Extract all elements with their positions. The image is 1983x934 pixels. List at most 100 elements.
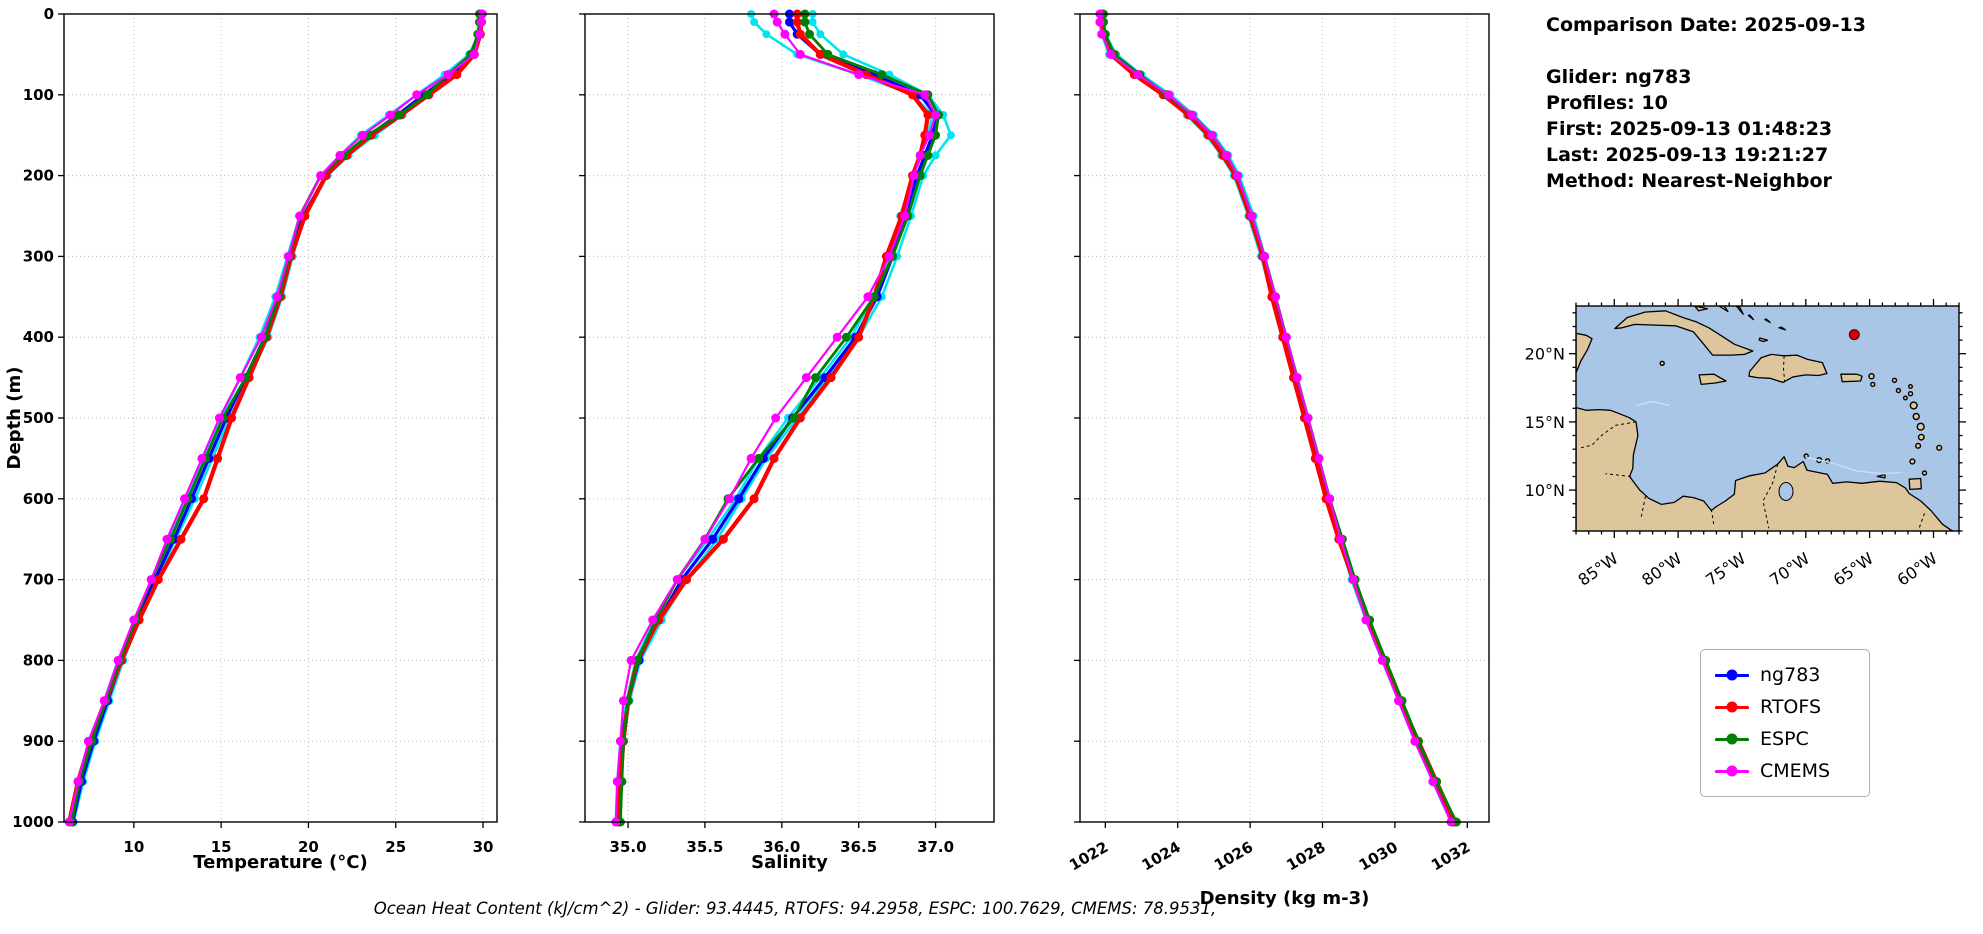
glider-location-marker [1848,329,1860,341]
map-landmass [1764,318,1771,324]
depth-tick-label: 900 [23,732,54,750]
map-country-border [1580,421,1637,449]
temperature-axis-title: Temperature (°C) [193,852,367,873]
map-country-border [1782,355,1786,383]
map-landmass [1876,473,1886,479]
legend-line-marker-icon [1715,669,1749,681]
map-frame [1575,305,1960,532]
map-island [1921,470,1928,476]
density-axis-title: Density (kg m-3) [1200,888,1370,909]
map-island [1916,422,1925,431]
density-xtick-label: 1026 [1211,838,1256,874]
map-island [1912,412,1920,421]
legend-label: ESPC [1760,728,1809,750]
map-landmass [1694,306,1709,312]
map-lon-label: 65°W [1830,549,1877,590]
ocean-heat-content-text: Ocean Heat Content (kJ/cm^2) - Glider: 9… [373,899,1217,918]
density-x-axis: 1022 1024 1026 1028 1030 1032 [1066,822,1473,874]
salinity-plot-frame [584,13,995,823]
info-spacer [1546,38,1866,64]
series-CMEMS-temperature [64,9,487,827]
location-map: 20°N 15°N 10°N 85°W 80°W 75°W 70°W 65°W 60°W [1525,299,1966,590]
map-shallow-contour [1805,456,1902,475]
legend-label: ng783 [1760,664,1821,686]
salinity-xtick-label: 37.0 [917,838,954,856]
map-lon-label: 85°W [1575,549,1622,590]
legend-item-ng783[interactable]: ng783 [1715,659,1855,691]
salinity-x-axis: 35.0 35.5 36.0 36.5 37.0 [610,822,954,856]
method-text: Method: Nearest-Neighbor [1546,170,1832,192]
temperature-xtick-label: 30 [473,838,494,856]
density-xtick-label: 1028 [1283,838,1328,874]
legend-item-ESPC[interactable]: ESPC [1715,723,1855,755]
map-landmass [1576,332,1593,374]
depth-tick-label: 500 [23,409,54,427]
map-lon-label: 70°W [1766,549,1813,590]
legend-item-RTOFS[interactable]: RTOFS [1715,691,1855,723]
density-xtick-label: 1032 [1428,838,1473,874]
map-island [1917,433,1925,441]
density-y-axis [1074,13,1080,823]
map-lon-label: 80°W [1638,549,1685,590]
depth-tick-label: 700 [23,571,54,589]
map-island [1902,395,1908,401]
profile-charts: 10 15 20 25 30010020030040050060070080090010… [4,5,1490,909]
info-block: Comparison Date: 2025-09-13 Glider: ng78… [1546,12,1866,194]
map-landmass [1736,306,1744,315]
density-xtick-label: 1022 [1066,838,1111,874]
panel-temperature: 10 15 20 25 30010020030040050060070080090010… [12,5,498,873]
map-shallow-contour [1635,400,1670,407]
profiles-count-text: Profiles: 10 [1546,92,1668,114]
map-island [1895,387,1902,394]
density-plot-frame [1079,13,1490,823]
map-landmass [1576,406,1955,531]
series-ESPC-density [1099,9,1461,827]
depth-tick-label: 1000 [12,813,54,831]
map-lat-label: 10°N [1525,481,1565,500]
map-landmass [1758,337,1769,343]
map-island [1908,383,1914,389]
map-landmass [1614,310,1754,356]
map-island [1907,390,1914,397]
map-lat-label: 20°N [1525,345,1565,364]
map-country-border [1640,496,1646,518]
map-landmass [1748,353,1828,384]
map-island [1659,360,1665,367]
temperature-x-axis: 10 15 20 25 30 [123,822,493,856]
temperature-xtick-label: 15 [211,838,232,856]
last-profile-time-text: Last: 2025-09-13 19:21:27 [1546,144,1829,166]
map-lat-label: 15°N [1525,413,1565,432]
salinity-xtick-label: 36.0 [763,838,800,856]
first-profile-time-text: First: 2025-09-13 01:48:23 [1546,118,1833,140]
map-lon-label: 75°W [1702,549,1749,590]
map-lon-label: 60°W [1894,549,1941,590]
map-country-border [1605,473,1631,477]
depth-tick-label: 100 [23,86,54,104]
salinity-xtick-label: 36.5 [840,838,877,856]
map-landmass [1840,373,1863,383]
salinity-xtick-label: 35.5 [686,838,723,856]
glider-name-text: Glider: ng783 [1546,66,1692,88]
depth-tick-label: 800 [23,651,54,669]
series-CMEMS-salinity [611,9,941,827]
comparison-date-text: Comparison Date: 2025-09-13 [1546,14,1866,36]
map-lake [1778,482,1794,501]
density-xtick-label: 1024 [1139,838,1184,874]
temperature-y-axis: 0 100 200 300 400 500 600 700 800 900 1000 [12,5,64,831]
map-island [1870,381,1876,388]
depth-tick-label: 200 [23,167,54,185]
panel-salinity: 35.0 35.5 36.0 36.5 37.0 Salinity [579,9,995,873]
map-geography [1576,306,1955,531]
salinity-y-axis [579,13,585,823]
legend-label: RTOFS [1760,696,1822,718]
map-landmass [1718,306,1729,313]
depth-tick-label: 400 [23,328,54,346]
depth-axis-title: Depth (m) [4,367,25,470]
map-island [1891,377,1898,384]
legend-item-CMEMS[interactable]: CMEMS [1715,755,1855,787]
map-landmass [1698,373,1727,386]
temperature-plot-frame [63,13,498,823]
map-island [1909,458,1916,465]
series-CMEMS-density [1095,9,1456,827]
